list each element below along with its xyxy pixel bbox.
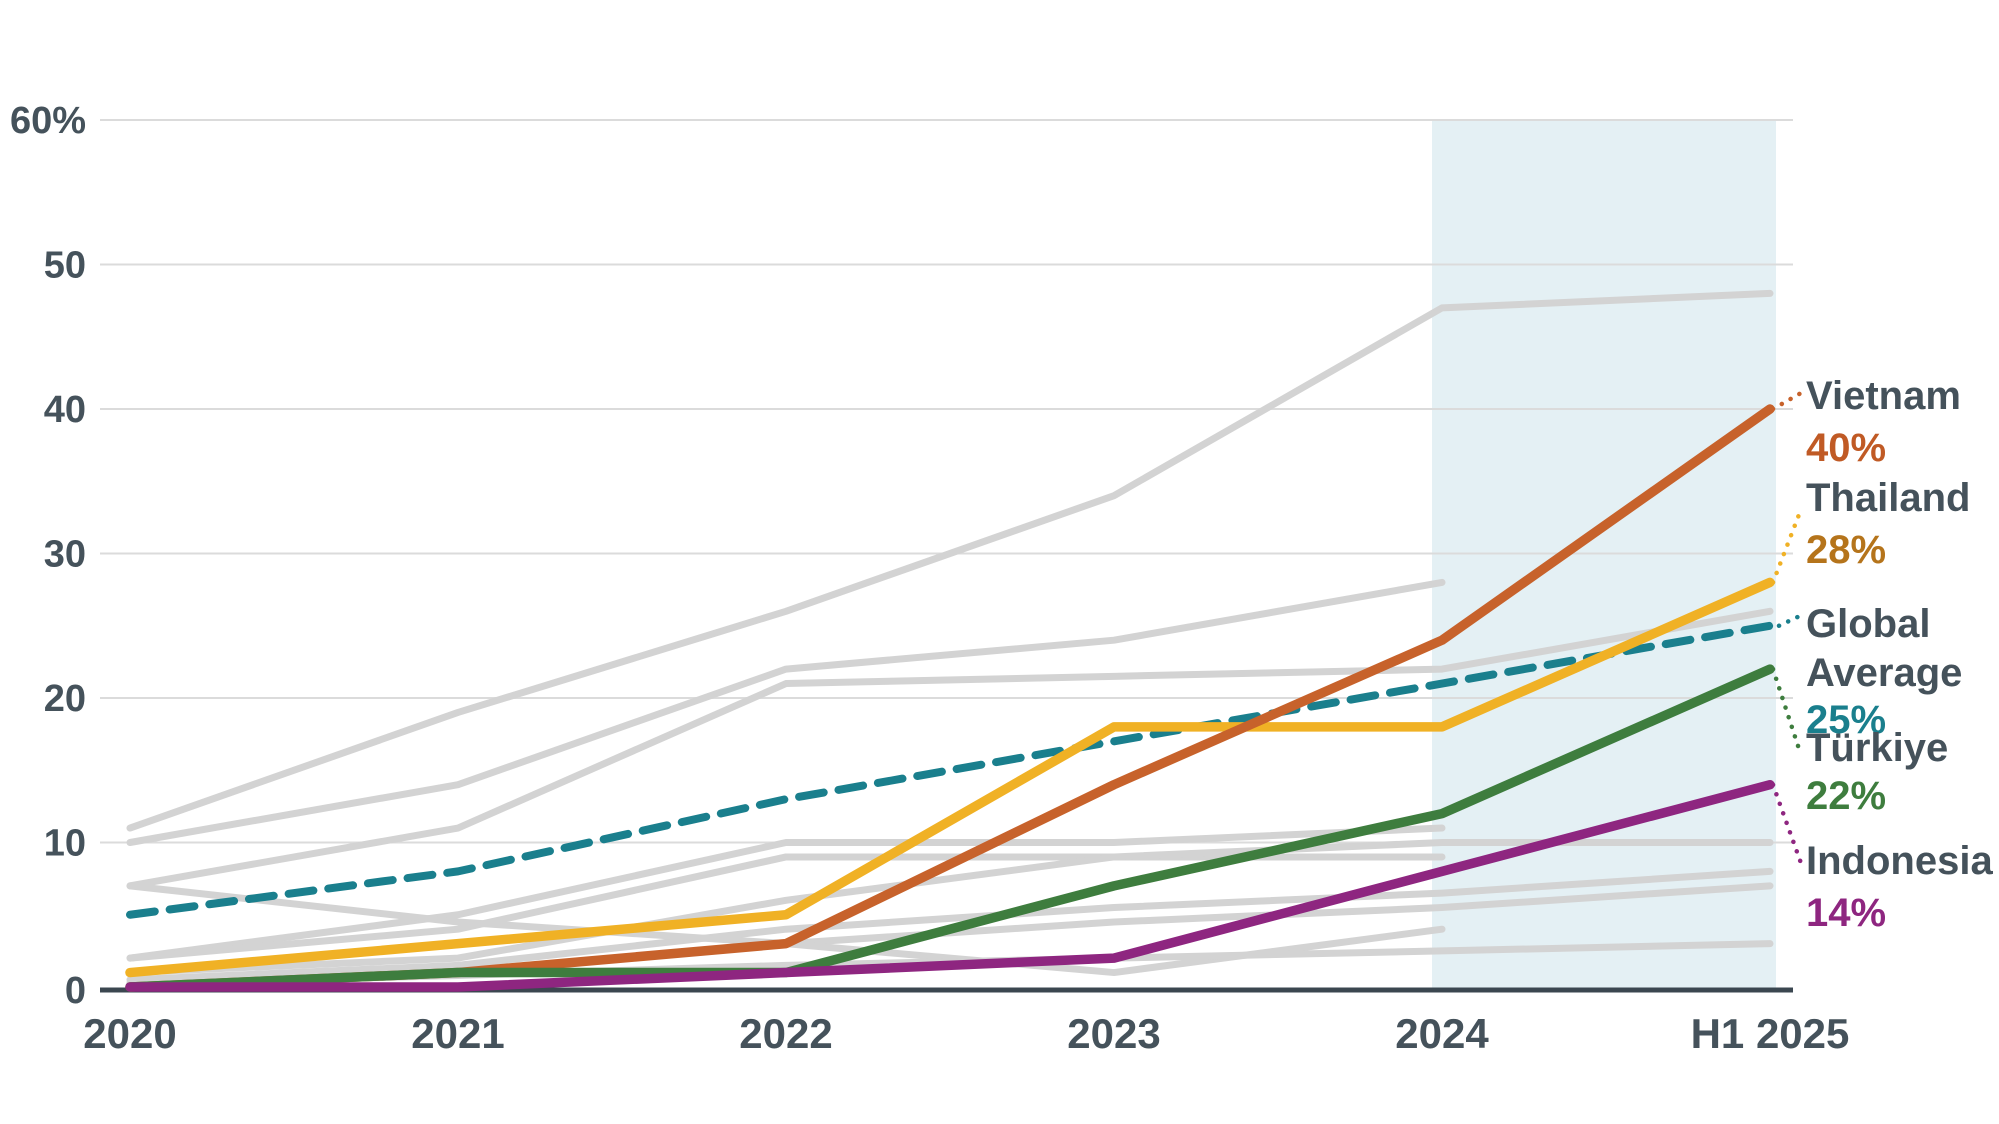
annotation-name-vietnam: Vietnam [1806, 374, 1961, 418]
label-connector-indonesia [1770, 782, 1805, 869]
y-axis-label-40: 40 [44, 389, 86, 431]
label-connector-thailand [1770, 509, 1803, 585]
background-country-line-3 [126, 607, 1774, 890]
annotation-name-thailand: Thailand [1806, 476, 1970, 520]
y-axis-label-20: 20 [44, 678, 86, 720]
y-axis-label-50: 50 [44, 245, 86, 287]
x-axis-label-2022: 2022 [739, 1010, 832, 1057]
x-axis-label-2021: 2021 [411, 1010, 504, 1057]
annotation-value-vietnam: 40% [1806, 426, 1886, 470]
annotation-name-global: Global [1806, 602, 1930, 646]
series-line-thailand [125, 577, 1775, 978]
series-line-turkiye [125, 664, 1775, 992]
series-line-indonesia [125, 779, 1775, 992]
y-axis-label-0: 0 [65, 970, 86, 1012]
y-axis-label-10: 10 [44, 823, 86, 865]
background-country-line-4 [126, 824, 1446, 962]
label-connector-vietnam [1770, 390, 1804, 412]
annotation-value-turkiye: 22% [1806, 774, 1886, 818]
background-country-line-7 [126, 867, 1774, 984]
annotation-value-thailand: 28% [1806, 528, 1886, 572]
annotation-name-indonesia: Indonesia [1806, 839, 1993, 883]
background-country-line-2 [126, 578, 1446, 846]
annotation-value-global: 25% [1806, 698, 1886, 742]
label-connector-global [1776, 611, 1807, 628]
annotation-name-global: Average [1806, 651, 1962, 695]
y-axis-label-60: 60% [10, 100, 86, 142]
x-axis-label-2020: 2020 [83, 1010, 176, 1057]
x-axis-label-2023: 2023 [1067, 1010, 1160, 1057]
x-axis-label-H1-2025: H1 2025 [1691, 1010, 1850, 1057]
x-axis-label-2024: 2024 [1395, 1010, 1489, 1057]
y-axis-label-30: 30 [44, 534, 86, 576]
series-line-global [126, 621, 1774, 919]
background-country-line-6 [126, 839, 1774, 977]
annotation-name-turkiye: Türkiye [1806, 726, 1948, 770]
annotation-value-indonesia: 14% [1806, 891, 1886, 935]
label-connector-turkiye [1770, 666, 1803, 755]
background-country-line-1 [126, 289, 1774, 832]
